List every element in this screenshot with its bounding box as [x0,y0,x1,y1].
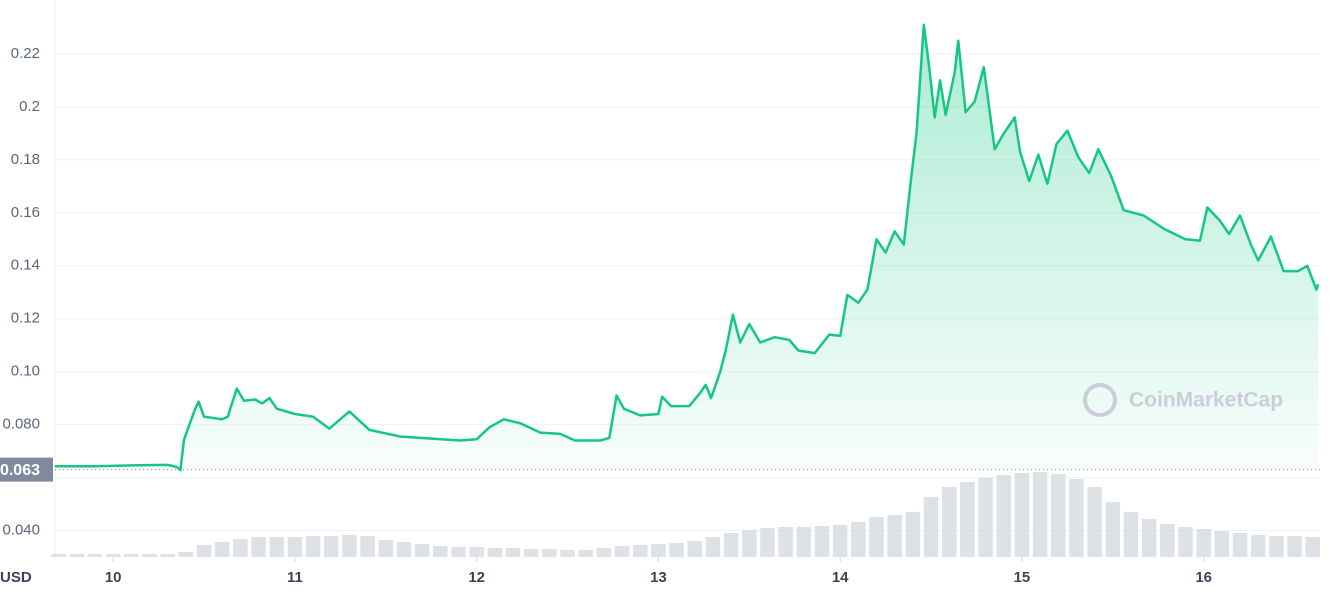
volume-bar [396,542,412,557]
volume-bar [105,554,121,557]
x-tick-label: 16 [1195,569,1212,586]
volume-bar [433,546,448,557]
volume-bar [1214,531,1230,557]
x-tick-label: 14 [832,569,849,586]
current-price-label: 0.063 [0,462,40,479]
current-price-box [0,457,53,482]
volume-bar [814,526,830,557]
volume-bar [323,536,339,557]
volume-bar [287,537,303,557]
volume-bar [269,537,285,557]
volume-bar [960,482,975,557]
volume-bar [251,537,266,557]
volume-bar [887,515,902,557]
x-tick-label: 10 [105,569,122,586]
volume-bar [1051,474,1066,557]
watermark-text: CoinMarketCap [1129,389,1283,412]
volume-bar [196,545,212,557]
volume-bar [69,554,85,557]
volume-bar [342,535,357,557]
volume-bar [1196,529,1211,557]
volume-bar [451,547,466,557]
volume-bar [851,522,866,557]
volume-bar [705,537,721,557]
volume-bar [923,497,939,557]
volume-bar [596,548,612,557]
volume-bar [560,550,575,557]
volume-bar [760,528,775,557]
price-line [55,23,1320,472]
volume-bar [1305,537,1320,557]
volume-bar [1160,524,1175,557]
y-tick-label: 0.18 [11,151,40,168]
volume-bar [778,527,793,557]
volume-bar [414,544,430,557]
x-tick-label: 15 [1014,569,1031,586]
y-tick-label: 0.10 [11,363,40,380]
volume-bar [869,517,884,557]
volume-bar [1105,502,1121,557]
volume-bar [832,525,848,557]
volume-bar [614,546,630,557]
volume-bar [378,540,394,557]
volume-bar [1032,472,1048,557]
volume-bar [87,554,103,557]
volume-bar [214,542,230,557]
volume-bar [505,548,521,557]
volume-bar [723,533,739,557]
volume-bar [542,549,557,557]
volume-bar [578,550,593,557]
volume-bar [632,545,648,557]
volume-bar [178,552,194,557]
watermark-logo [1083,383,1117,417]
volume-bar [487,548,503,557]
watermark: CoinMarketCap [1083,383,1283,417]
y-tick-label: 0.040 [2,521,40,538]
volume-bar [160,554,175,557]
x-tick-label: 11 [287,569,303,586]
volume-bar [1141,519,1157,557]
volume-bar [1014,473,1030,557]
volume-bar [1178,527,1193,557]
volume-bar [1087,487,1102,557]
y-tick-label: 0.080 [2,416,40,433]
volume-bar [469,547,484,557]
volume-bar [669,543,684,557]
volume-bar [124,554,139,557]
volume-bar [305,536,321,557]
volume-bar [1232,533,1248,557]
y-tick-label: 0.14 [11,257,40,274]
volume-bar [1123,512,1139,557]
volume-bar [978,478,993,557]
volume-bar [523,549,539,557]
volume-bar [1069,479,1084,557]
volume-bar [233,539,248,557]
volume-bar [941,487,957,557]
volume-bar [1269,536,1284,557]
y-tick-label: 0.12 [11,310,40,327]
volume-bar [996,475,1012,557]
volume-bar [1287,536,1302,557]
x-tick-label: 13 [650,569,667,586]
x-tick-label: 12 [468,569,485,586]
y-tick-label: 0.16 [11,204,40,221]
volume-bar [796,527,812,557]
y-tick-label: 0.2 [19,98,40,115]
volume-bar [1250,535,1266,557]
volume-bar [651,544,666,557]
volume-bar [905,512,921,557]
volume-bar [51,554,66,557]
y-axis-label: USD [0,569,32,586]
volume-bar [360,536,375,557]
y-tick-label: 0.22 [11,45,40,62]
volume-bar [142,554,157,557]
volume-bar [687,541,703,557]
volume-bar [742,530,757,557]
